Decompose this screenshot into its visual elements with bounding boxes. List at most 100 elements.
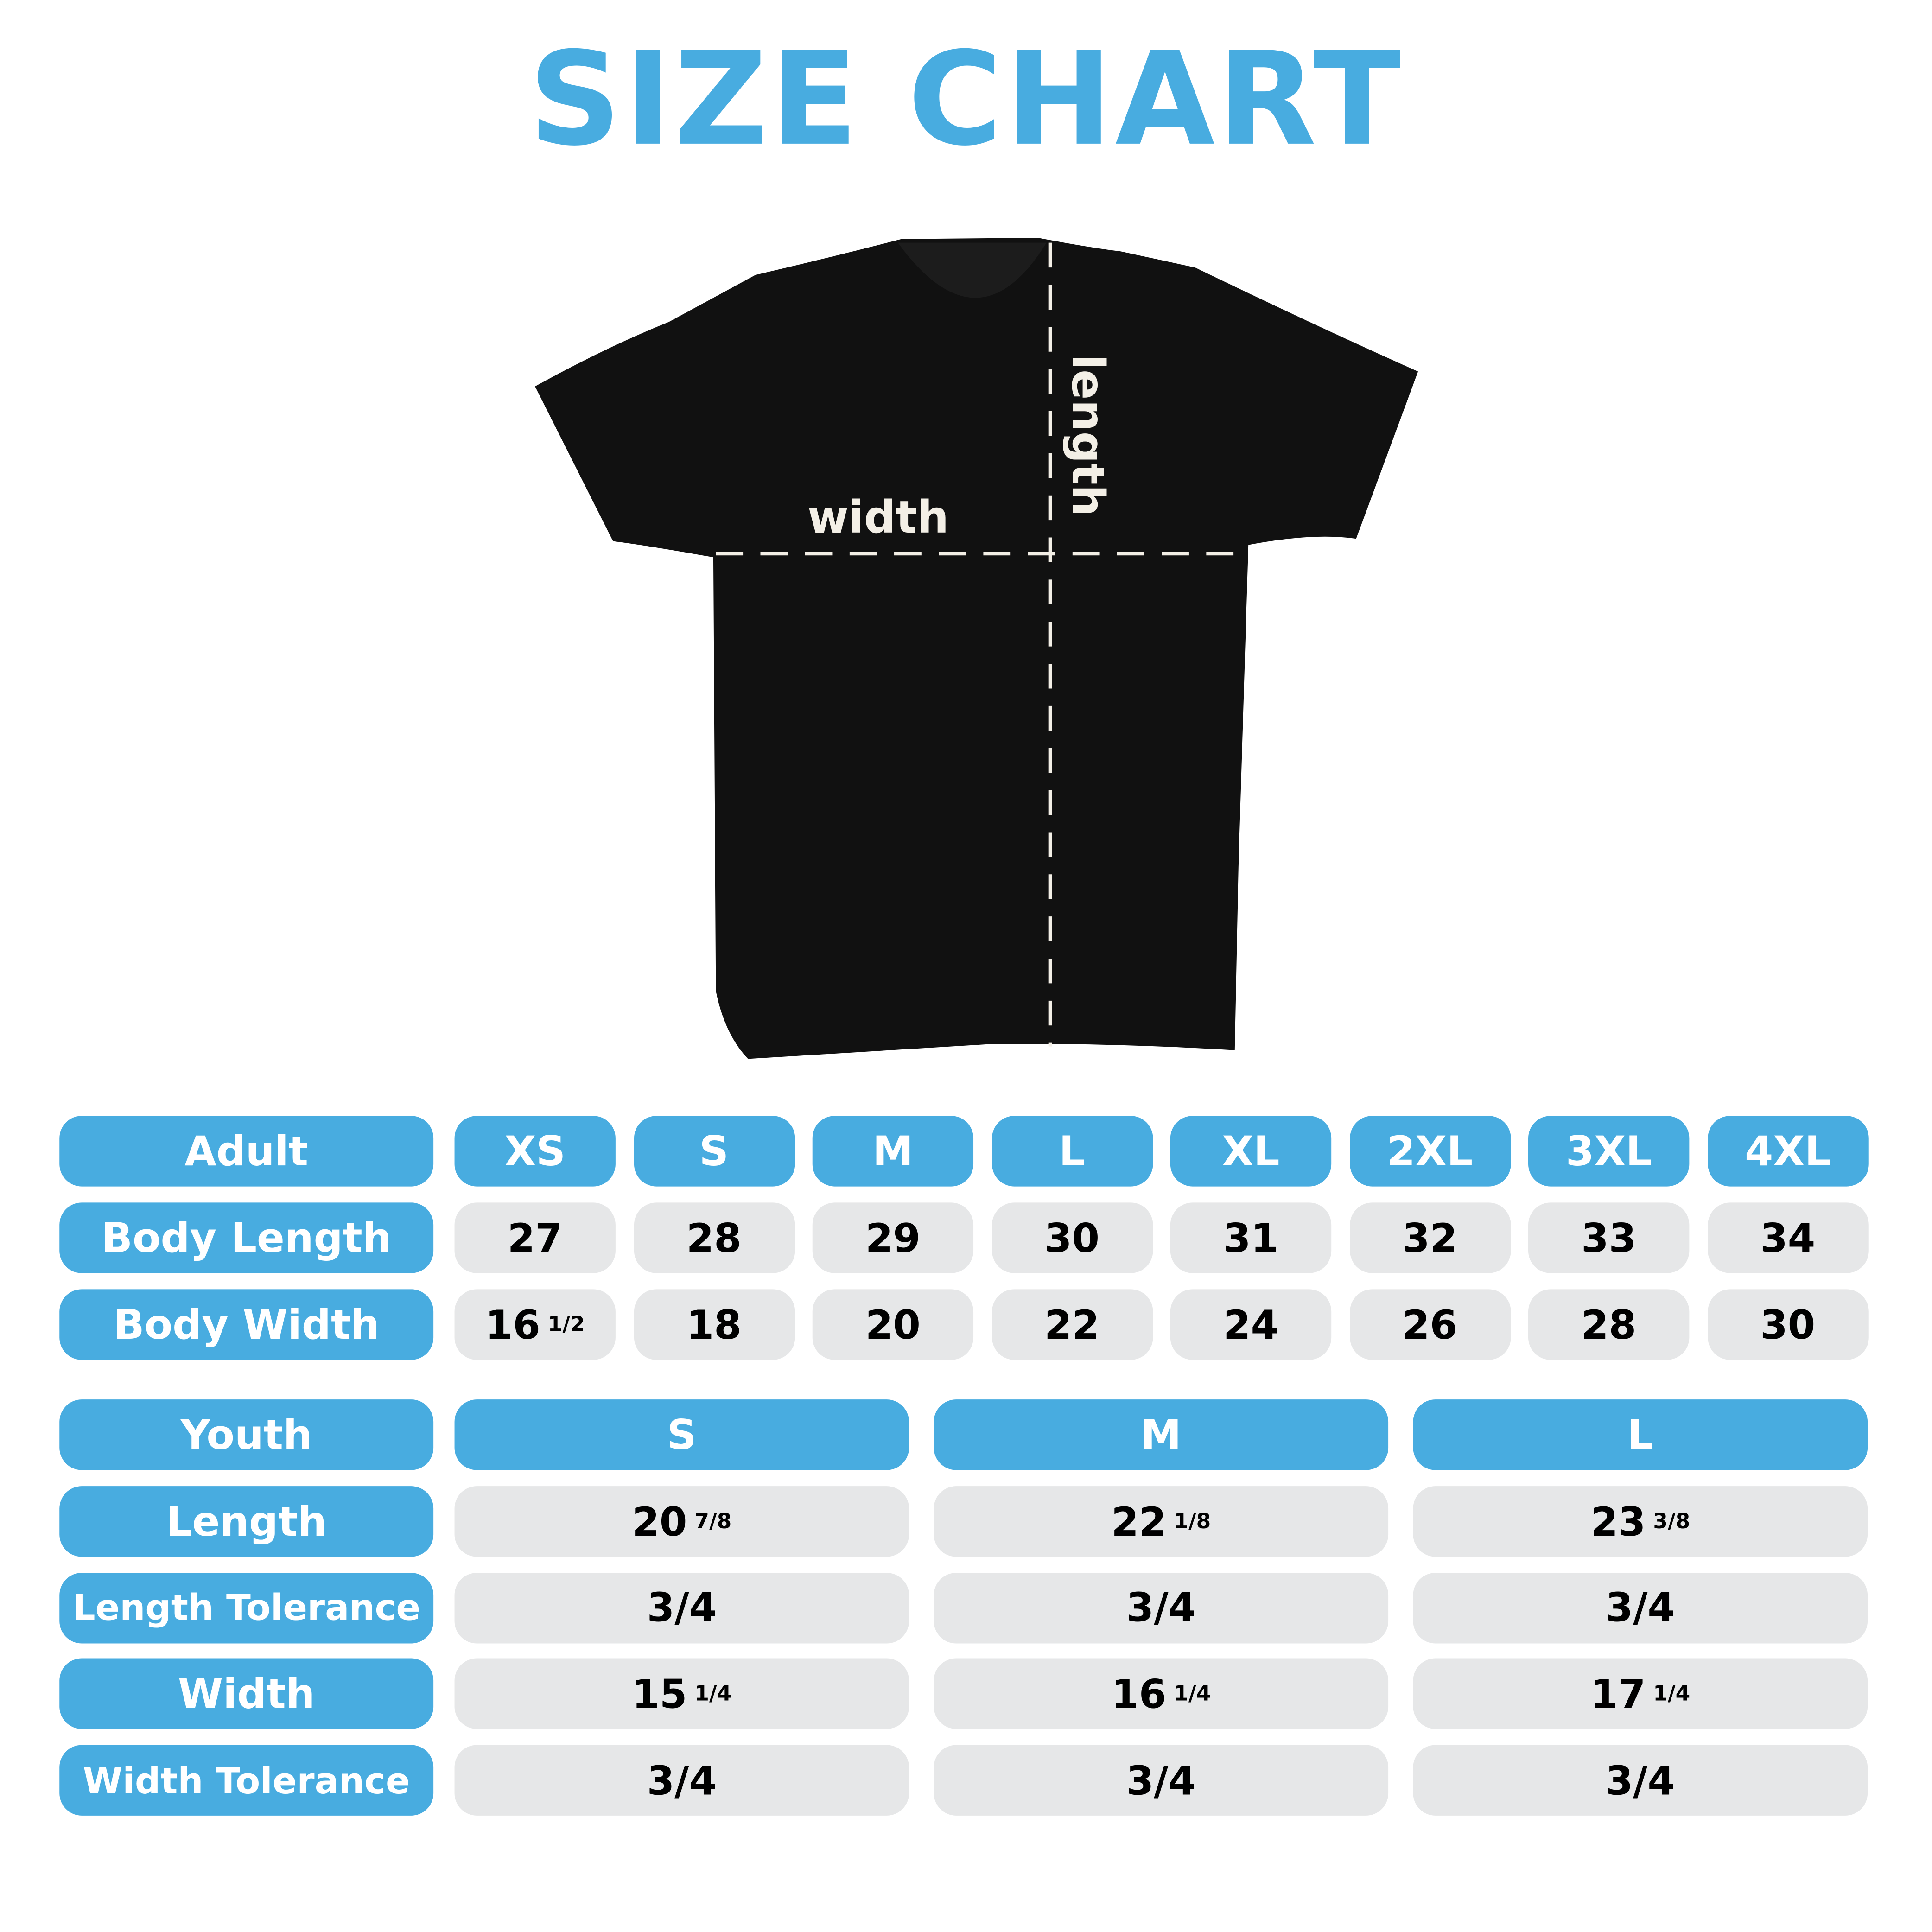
size-label: XL — [1222, 1127, 1280, 1176]
value-cell: 20 — [812, 1289, 974, 1360]
adult-header: Adult — [59, 1116, 434, 1187]
value-whole: 3/4 — [1126, 1584, 1196, 1632]
value-cell: 18 — [633, 1289, 794, 1360]
value-cell: 28 — [1528, 1289, 1690, 1360]
value-fraction: 1/2 — [547, 1312, 585, 1337]
value-whole: 22 — [1044, 1301, 1099, 1348]
value-whole: 34 — [1760, 1214, 1816, 1262]
value-whole: 28 — [1581, 1301, 1637, 1348]
tshirt-diagram: width length — [535, 237, 1418, 1059]
value-whole: 24 — [1223, 1301, 1279, 1348]
youth-header: Youth — [59, 1399, 434, 1470]
value-whole: 30 — [1760, 1301, 1816, 1348]
size-label: XS — [504, 1127, 566, 1176]
value-fraction: 1/4 — [1653, 1682, 1690, 1707]
width-label: width — [807, 491, 949, 543]
adult-header-label: Adult — [184, 1127, 308, 1176]
value-cell: 17 1/4 — [1413, 1659, 1868, 1729]
value-whole: 15 — [632, 1670, 687, 1718]
value-cell: 20 7/8 — [454, 1486, 909, 1557]
value-cell: 28 — [633, 1202, 794, 1273]
value-cell: 29 — [812, 1202, 974, 1273]
value-cell: 30 — [991, 1202, 1153, 1273]
value-cell: 24 — [1170, 1289, 1332, 1360]
value-cell: 22 1/8 — [934, 1486, 1389, 1557]
row-label-text: Length Tolerance — [72, 1587, 421, 1629]
value-whole: 3/4 — [1126, 1757, 1196, 1804]
value-fraction: 1/8 — [1174, 1509, 1211, 1534]
value-whole: 18 — [686, 1301, 742, 1348]
size-header-XL: XL — [1170, 1116, 1332, 1187]
value-cell: 31 — [1170, 1202, 1332, 1273]
value-whole: 32 — [1402, 1214, 1458, 1262]
size-header-3XL: 3XL — [1528, 1116, 1690, 1187]
value-cell: 27 — [454, 1202, 616, 1273]
value-cell: 32 — [1349, 1202, 1511, 1273]
value-whole: 3/4 — [1605, 1757, 1675, 1804]
value-whole: 22 — [1111, 1498, 1167, 1545]
value-fraction: 3/8 — [1653, 1509, 1690, 1534]
value-cell: 34 — [1707, 1202, 1868, 1273]
size-label: 3XL — [1565, 1127, 1652, 1176]
row-label: Width — [59, 1659, 434, 1729]
value-cell: 3/4 — [454, 1745, 909, 1816]
value-fraction: 7/8 — [694, 1509, 732, 1534]
row-label-text: Body Length — [101, 1214, 392, 1262]
youth-size-header-M: M — [934, 1399, 1389, 1470]
size-label: M — [1140, 1411, 1182, 1459]
size-label: 2XL — [1386, 1127, 1473, 1176]
youth-size-header-L: L — [1413, 1399, 1868, 1470]
size-header-2XL: 2XL — [1349, 1116, 1511, 1187]
size-header-L: L — [991, 1116, 1153, 1187]
row-label-text: Width Tolerance — [83, 1759, 410, 1802]
value-whole: 3/4 — [647, 1757, 717, 1804]
row-label: Width Tolerance — [59, 1745, 434, 1816]
value-fraction: 1/4 — [1174, 1682, 1211, 1707]
row-label: Length Tolerance — [59, 1572, 434, 1643]
value-whole: 30 — [1044, 1214, 1099, 1262]
tshirt-shape — [535, 237, 1418, 1059]
value-whole: 3/4 — [1605, 1584, 1675, 1632]
size-header-S: S — [633, 1116, 794, 1187]
size-header-M: M — [812, 1116, 974, 1187]
value-whole: 29 — [865, 1214, 921, 1262]
length-label: length — [1062, 354, 1114, 516]
row-label: Body Length — [59, 1202, 434, 1273]
size-label: L — [1059, 1127, 1085, 1176]
value-cell: 30 — [1707, 1289, 1868, 1360]
value-whole: 20 — [632, 1498, 687, 1545]
value-whole: 33 — [1581, 1214, 1637, 1262]
size-label: 4XL — [1744, 1127, 1831, 1176]
value-whole: 16 — [1111, 1670, 1167, 1718]
size-label: S — [667, 1411, 697, 1459]
size-header-4XL: 4XL — [1707, 1116, 1868, 1187]
value-whole: 23 — [1590, 1498, 1646, 1545]
value-whole: 17 — [1590, 1670, 1646, 1718]
youth-header-label: Youth — [180, 1411, 312, 1459]
value-cell: 16 1/4 — [934, 1659, 1389, 1729]
value-cell: 3/4 — [934, 1745, 1389, 1816]
row-label-text: Length — [166, 1497, 327, 1546]
value-whole: 28 — [686, 1214, 742, 1262]
value-cell: 22 — [991, 1289, 1153, 1360]
value-whole: 16 — [485, 1301, 540, 1348]
size-label: S — [699, 1127, 729, 1176]
value-cell: 15 1/4 — [454, 1659, 909, 1729]
value-cell: 3/4 — [1413, 1745, 1868, 1816]
value-fraction: 1/4 — [694, 1682, 732, 1707]
value-whole: 3/4 — [647, 1584, 717, 1632]
value-cell: 3/4 — [454, 1572, 909, 1643]
page-title: SIZE CHART — [528, 23, 1404, 175]
value-whole: 31 — [1223, 1214, 1279, 1262]
size-label: L — [1627, 1411, 1653, 1459]
value-cell: 16 1/2 — [454, 1289, 616, 1360]
row-label-text: Width — [178, 1670, 315, 1718]
value-cell: 33 — [1528, 1202, 1690, 1273]
value-whole: 27 — [507, 1214, 563, 1262]
size-label: M — [872, 1127, 914, 1176]
value-whole: 20 — [865, 1301, 921, 1348]
value-cell: 3/4 — [934, 1572, 1389, 1643]
size-header-XS: XS — [454, 1116, 616, 1187]
value-cell: 23 3/8 — [1413, 1486, 1868, 1557]
